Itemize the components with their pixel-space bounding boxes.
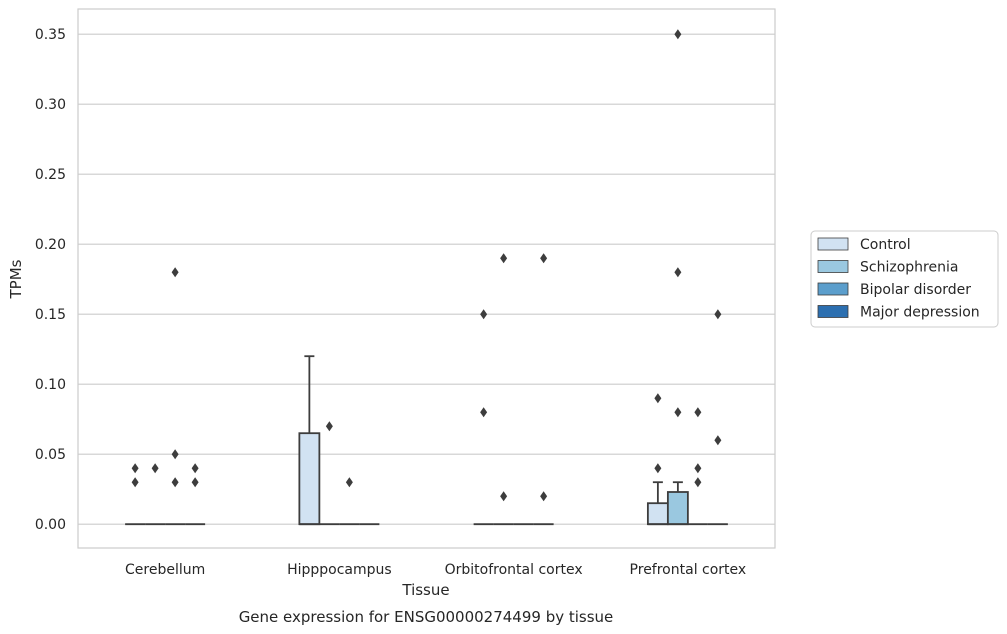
outlier-point	[540, 253, 548, 264]
outlier-point	[540, 491, 548, 502]
y-tick-label: 0.00	[35, 517, 66, 533]
outlier-point	[131, 477, 139, 488]
box-control	[298, 355, 321, 526]
legend-swatch	[817, 260, 849, 273]
box-body	[646, 502, 669, 526]
y-tick-label: 0.25	[35, 167, 66, 183]
outlier-point	[714, 309, 722, 320]
y-axis-title: TPMs	[7, 259, 25, 299]
outlier-point	[480, 309, 488, 320]
legend: Control Schizophrenia Bipolar disorder Majo…	[810, 230, 999, 328]
grid-lines	[78, 33, 775, 525]
legend-label: Bipolar disorder	[860, 282, 971, 298]
outlier-point	[345, 477, 353, 488]
outlier-point	[131, 463, 139, 474]
legend-frame	[810, 230, 999, 328]
outlier-point	[694, 477, 702, 488]
box-schizophrenia	[666, 481, 689, 526]
outliers	[131, 29, 722, 502]
legend-label: Major depression	[860, 305, 980, 321]
outlier-point	[500, 491, 508, 502]
legend-label: Control	[860, 237, 911, 253]
legend-swatch	[817, 305, 849, 318]
box-body	[666, 491, 689, 526]
x-tick-label: Prefrontal cortex	[630, 562, 747, 578]
outlier-point	[171, 477, 179, 488]
outlier-point	[171, 449, 179, 460]
box-body	[298, 432, 321, 526]
x-tick-label: Hipppocampus	[287, 562, 392, 578]
plot-frame	[77, 8, 776, 549]
outlier-point	[654, 463, 662, 474]
y-tick-label: 0.20	[35, 237, 66, 253]
outlier-point	[151, 463, 159, 474]
x-axis-title: Tissue	[401, 581, 449, 599]
y-tick-label: 0.35	[35, 27, 66, 43]
box-control	[646, 481, 669, 526]
outlier-point	[694, 463, 702, 474]
y-tick-label: 0.15	[35, 307, 66, 323]
x-axis: Cerebellum Hipppocampus Orbitofrontal cort…	[125, 562, 746, 578]
legend-swatch	[817, 282, 849, 296]
y-tick-label: 0.30	[35, 97, 66, 113]
outlier-point	[191, 463, 199, 474]
y-tick-label: 0.05	[35, 447, 66, 463]
outlier-point	[500, 253, 508, 264]
outlier-point	[191, 477, 199, 488]
outlier-point	[674, 267, 682, 278]
chart-caption: Gene expression for ENSG00000274499 by t…	[239, 608, 614, 626]
x-tick-label: Orbitofrontal cortex	[445, 562, 583, 578]
outlier-point	[674, 407, 682, 418]
outlier-point	[674, 29, 682, 40]
x-tick-label: Cerebellum	[125, 562, 205, 578]
y-tick-label: 0.10	[35, 377, 66, 393]
outlier-point	[480, 407, 488, 418]
outlier-point	[694, 407, 702, 418]
outlier-point	[325, 421, 333, 432]
legend-swatch	[817, 237, 849, 251]
outlier-point	[654, 393, 662, 404]
boxes	[125, 355, 728, 526]
legend-label: Schizophrenia	[860, 260, 958, 276]
outlier-point	[714, 435, 722, 446]
outlier-point	[171, 267, 179, 278]
y-axis: 0.00 0.05 0.10 0.15 0.20 0.25 0.30 0.35	[35, 27, 66, 533]
